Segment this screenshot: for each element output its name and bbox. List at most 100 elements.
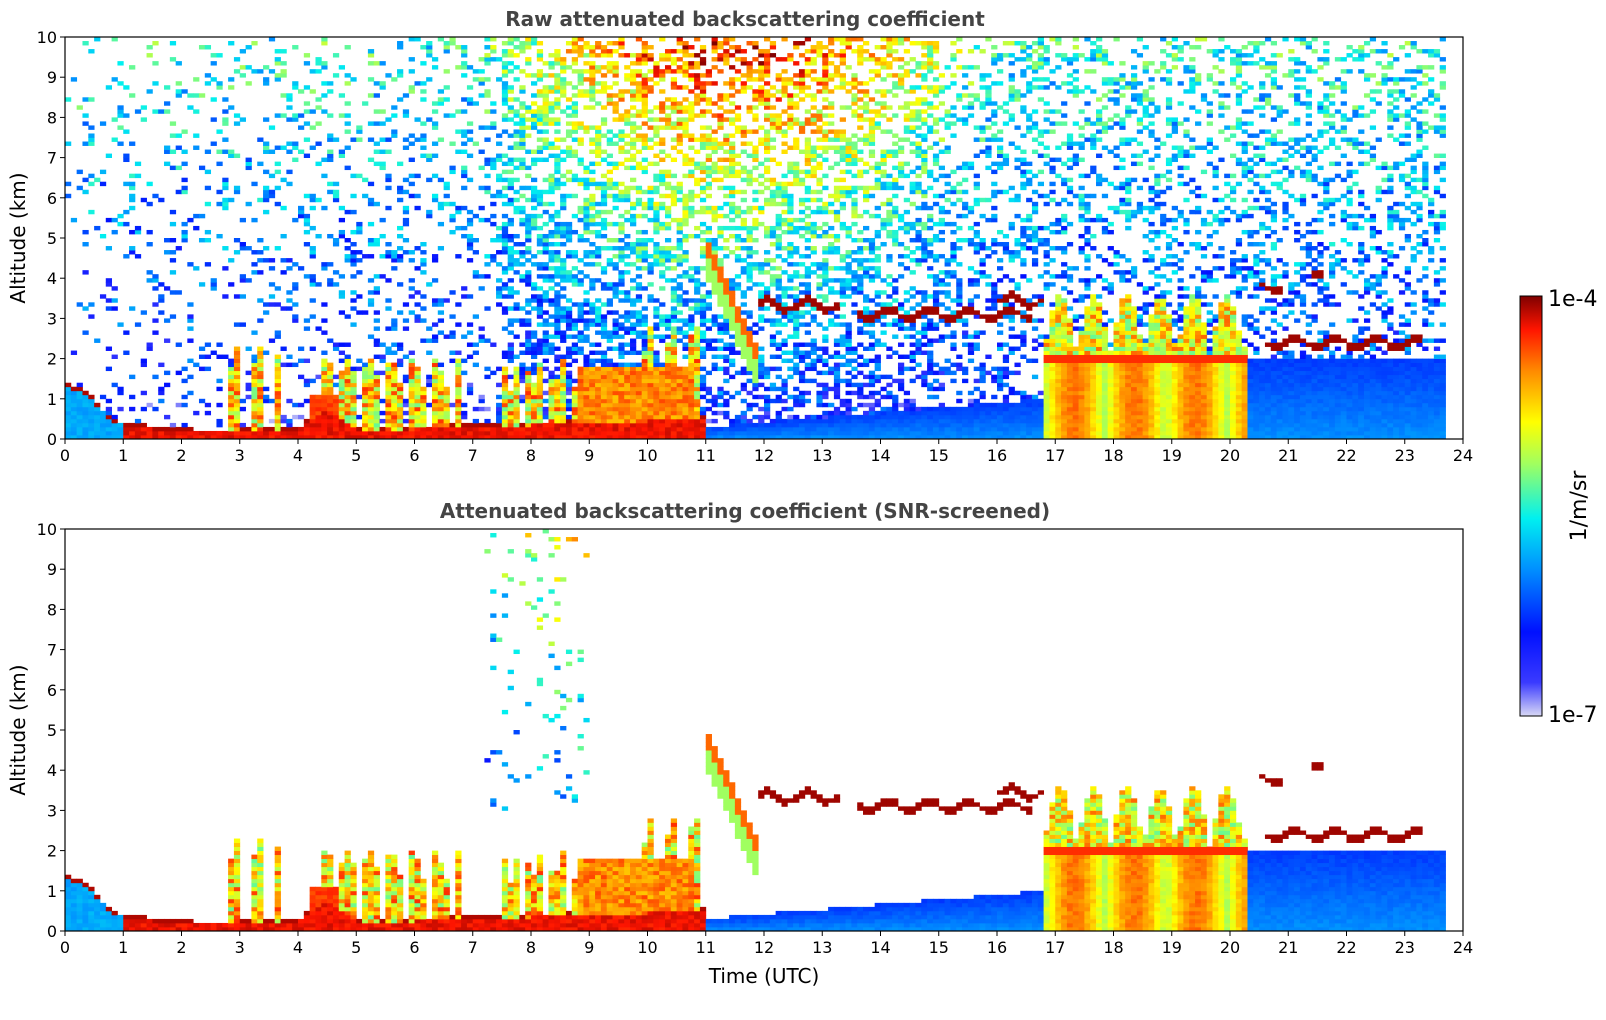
heatmap-cell (618, 145, 625, 150)
heatmap-cell (775, 225, 782, 231)
heatmap-cell (589, 362, 596, 368)
heatmap-cell (280, 69, 287, 74)
heatmap-cell (647, 117, 654, 122)
heatmap-cell (548, 185, 555, 191)
heatmap-cell (519, 250, 526, 255)
heatmap-cell (443, 97, 450, 102)
heatmap-cell (664, 250, 672, 255)
heatmap-cell (490, 57, 497, 62)
heatmap-cell (571, 346, 579, 351)
heatmap-cell (420, 145, 427, 150)
heatmap-cell (804, 169, 811, 175)
heatmap-cell (402, 250, 410, 255)
heatmap-cell (653, 374, 660, 380)
heatmap-cell (717, 177, 724, 183)
heatmap-cell (525, 346, 532, 351)
heatmap-cell (723, 173, 730, 179)
heatmap-cell (542, 250, 549, 255)
heatmap-cell (764, 366, 771, 372)
heatmap-cell (822, 97, 829, 102)
heatmap-cell (426, 213, 433, 219)
heatmap-cell (70, 430, 78, 436)
heatmap-cell (717, 354, 724, 359)
heatmap-cell (536, 338, 544, 343)
heatmap-cell (525, 342, 532, 347)
heatmap-cell (542, 342, 549, 347)
heatmap-cell (705, 73, 712, 78)
heatmap-cell (705, 205, 712, 211)
heatmap-cell (507, 262, 514, 267)
heatmap-cell (548, 278, 555, 283)
heatmap-cell (828, 201, 835, 207)
heatmap-cell (583, 398, 590, 404)
heatmap-cell (560, 374, 567, 380)
heatmap-cell (595, 209, 602, 215)
heatmap-cell (600, 418, 608, 424)
heatmap-cell (169, 430, 177, 436)
heatmap-cell (688, 386, 695, 392)
heatmap-cell (746, 65, 753, 70)
heatmap-cell (257, 346, 264, 351)
heatmap-cell (711, 318, 718, 323)
heatmap-cell (659, 73, 666, 78)
heatmap-cell (694, 161, 701, 167)
heatmap-cell (198, 165, 206, 171)
heatmap-cell (822, 89, 829, 94)
heatmap-cell (228, 282, 235, 287)
heatmap-cell (169, 290, 177, 295)
heatmap-cell (338, 310, 346, 315)
heatmap-cell (647, 326, 654, 331)
heatmap-cell (822, 310, 829, 315)
heatmap-cell (775, 318, 782, 323)
heatmap-cell (729, 145, 736, 150)
heatmap-cell (391, 374, 398, 380)
heatmap-cell (787, 201, 794, 207)
heatmap-cell (373, 382, 380, 388)
raw-backscatter-heatmap (65, 37, 1446, 440)
heatmap-cell (501, 406, 509, 412)
heatmap-cell (536, 145, 544, 150)
heatmap-cell (682, 217, 689, 223)
heatmap-cell (105, 410, 113, 416)
heatmap-cell (711, 145, 718, 150)
heatmap-cell (600, 73, 608, 78)
heatmap-cell (496, 382, 503, 388)
heatmap-cell (461, 141, 468, 146)
heatmap-cell (618, 406, 625, 412)
heatmap-cell (682, 410, 689, 416)
heatmap-cell (781, 189, 788, 195)
heatmap-cell (385, 418, 392, 424)
heatmap-cell (577, 270, 584, 275)
heatmap-cell (688, 213, 695, 219)
heatmap-cell (793, 225, 800, 231)
heatmap-cell (437, 386, 445, 392)
heatmap-cell (274, 426, 281, 432)
heatmap-cell (600, 117, 608, 122)
heatmap-cell (606, 286, 613, 291)
heatmap-cell (676, 149, 683, 154)
heatmap-cell (461, 233, 468, 239)
heatmap-cell (630, 374, 637, 380)
heatmap-cell (711, 209, 718, 215)
heatmap-cell (600, 358, 608, 364)
heatmap-cell (641, 49, 648, 54)
heatmap-cell (461, 133, 468, 138)
heatmap-cell (595, 434, 602, 440)
heatmap-cell (705, 406, 712, 412)
heatmap-cell (187, 326, 194, 331)
heatmap-cell (734, 390, 742, 396)
heatmap-cell (752, 177, 759, 183)
heatmap-cell (298, 374, 305, 380)
heatmap-cell (822, 278, 829, 283)
heatmap-cell (705, 434, 712, 440)
heatmap-cell (513, 334, 520, 339)
heatmap-cell (164, 161, 171, 167)
heatmap-cell (711, 141, 718, 146)
heatmap-cell (682, 97, 689, 102)
heatmap-cell (676, 258, 683, 263)
heatmap-cell (327, 366, 334, 372)
heatmap-cell (822, 149, 829, 154)
heatmap-cell (140, 426, 147, 432)
heatmap-cell (129, 374, 136, 380)
heatmap-cell (822, 334, 829, 339)
